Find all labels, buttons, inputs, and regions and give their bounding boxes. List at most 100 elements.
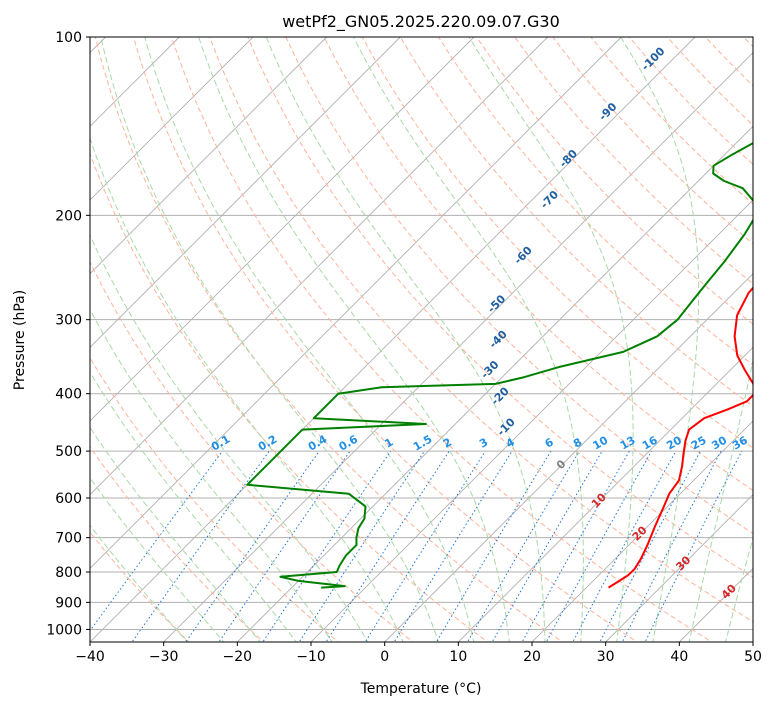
y-tick-label: 400 [55, 387, 82, 403]
dry-adiabat-lines [90, 37, 753, 642]
y-tick-label: 1000 [46, 622, 82, 638]
mixing-ratio-label: 25 [689, 434, 709, 453]
dry-adiabat-line [90, 356, 339, 642]
dewpoint-line [246, 142, 753, 589]
isotherm-label: 0 [554, 457, 569, 472]
mixing-ratio-line [572, 450, 677, 642]
mixing-ratio-line [621, 450, 722, 642]
mixing-ratio-lines [90, 450, 743, 642]
y-axis-ticks: 1000 900 800 700 600 500 400 300 200 100 [46, 30, 90, 638]
dry-adiabat-line [743, 37, 753, 48]
isotherm-line [605, 494, 753, 642]
mixing-ratio-label: 20 [664, 433, 684, 452]
theta-label: -90 [596, 100, 619, 123]
mixing-ratio-label: 30 [709, 433, 729, 452]
y-tick-label: 300 [55, 313, 82, 329]
moist-adiabat-line [144, 37, 475, 642]
mixing-ratio-line [218, 450, 351, 642]
isotherm-line [90, 37, 622, 569]
mixing-ratio-line [262, 450, 392, 642]
dry-adiabat-line [476, 37, 753, 325]
y-tick-label: 200 [55, 208, 82, 224]
theta-label: -40 [487, 328, 510, 351]
isotherm-label: 20 [630, 523, 650, 543]
dry-adiabat-line [361, 37, 753, 449]
dry-adiabat-line [90, 531, 190, 642]
x-tick-label: 0 [380, 649, 389, 665]
isotherm-line [90, 37, 401, 348]
isotherm-line [90, 37, 475, 422]
dry-adiabat-line [704, 37, 753, 87]
theta-label: -60 [512, 244, 535, 267]
theta-label: -80 [557, 147, 580, 170]
mixing-ratio-line [644, 450, 743, 642]
mixing-ratio-label: 16 [640, 433, 660, 452]
dry-adiabat-line [437, 37, 753, 366]
isotherm-line [679, 567, 753, 642]
moist-adiabat-line [90, 233, 369, 642]
moist-adiabat-line [100, 37, 440, 642]
mixing-ratio-line [393, 450, 513, 642]
y-tick-label: 900 [55, 595, 82, 611]
mixing-ratio-label: 10 [591, 433, 611, 452]
theta-label: -20 [489, 384, 512, 407]
isotherm-line [384, 273, 753, 642]
isotherm-line [310, 199, 753, 642]
isotherm-line [458, 346, 753, 642]
isotherm-label: 40 [719, 582, 739, 602]
dry-adiabat-line [285, 37, 753, 535]
mixing-ratio-line [466, 450, 580, 642]
mixing-ratio-line [364, 450, 486, 642]
x-tick-label: 30 [597, 649, 615, 665]
dry-adiabat-line [247, 37, 753, 578]
mixing-ratio-label: 6 [543, 435, 556, 450]
moist-adiabat-line [90, 308, 333, 642]
x-tick-label: 40 [670, 649, 688, 665]
moist-adiabat-line [90, 136, 404, 642]
mixing-ratio-line [90, 450, 223, 632]
y-tick-label: 800 [55, 565, 82, 581]
y-tick-label: 700 [55, 531, 82, 547]
moist-adiabat-line [265, 37, 546, 642]
dry-adiabat-line [171, 37, 713, 642]
x-tick-label: 20 [523, 649, 541, 665]
sounding-series [246, 142, 753, 589]
mixing-ratio-label: 0.2 [256, 433, 279, 454]
dry-adiabat-line [90, 152, 489, 642]
dry-adiabat-line [590, 37, 753, 205]
moist-adiabat-line [353, 37, 584, 642]
moist-adiabat-line [620, 37, 700, 642]
mixing-ratio-label: 0.6 [337, 432, 361, 453]
mixing-ratio-line [185, 450, 320, 642]
moist-adiabat-line [90, 477, 225, 642]
dry-adiabat-line [552, 37, 753, 245]
isotherm-line [90, 37, 696, 642]
isotherm-line [163, 52, 753, 642]
mixing-ratio-line [599, 450, 701, 642]
moist-adiabat-line [468, 37, 634, 642]
mixing-ratio-line [131, 450, 270, 642]
pressure-gridlines [90, 37, 753, 630]
theta-label: -30 [478, 358, 501, 381]
x-tick-label: −40 [75, 649, 105, 665]
x-axis-label: Temperature (°C) [360, 681, 482, 697]
isotherm-line [90, 37, 254, 201]
y-tick-label: 500 [55, 444, 82, 460]
plot-frame [89, 36, 754, 643]
dry-adiabat-line [209, 37, 753, 623]
isotherm-line [90, 37, 327, 275]
y-axis-label: Pressure (hPa) [12, 290, 28, 390]
x-tick-label: −10 [296, 649, 326, 665]
dry-adiabat-line [399, 37, 753, 407]
theta-label: -50 [485, 292, 508, 315]
x-tick-label: 10 [449, 649, 467, 665]
dry-adiabat-line [132, 37, 638, 642]
dry-adiabat-line [90, 260, 414, 642]
dry-adiabat-line [323, 37, 753, 491]
x-tick-label: −30 [149, 649, 179, 665]
isotherm-label: 10 [589, 490, 609, 510]
x-axis-ticks: −40 −30 −20 −10 0 10 20 30 40 50 [75, 642, 762, 665]
isotherm-line [752, 641, 753, 642]
isotherm-lines [90, 37, 753, 642]
